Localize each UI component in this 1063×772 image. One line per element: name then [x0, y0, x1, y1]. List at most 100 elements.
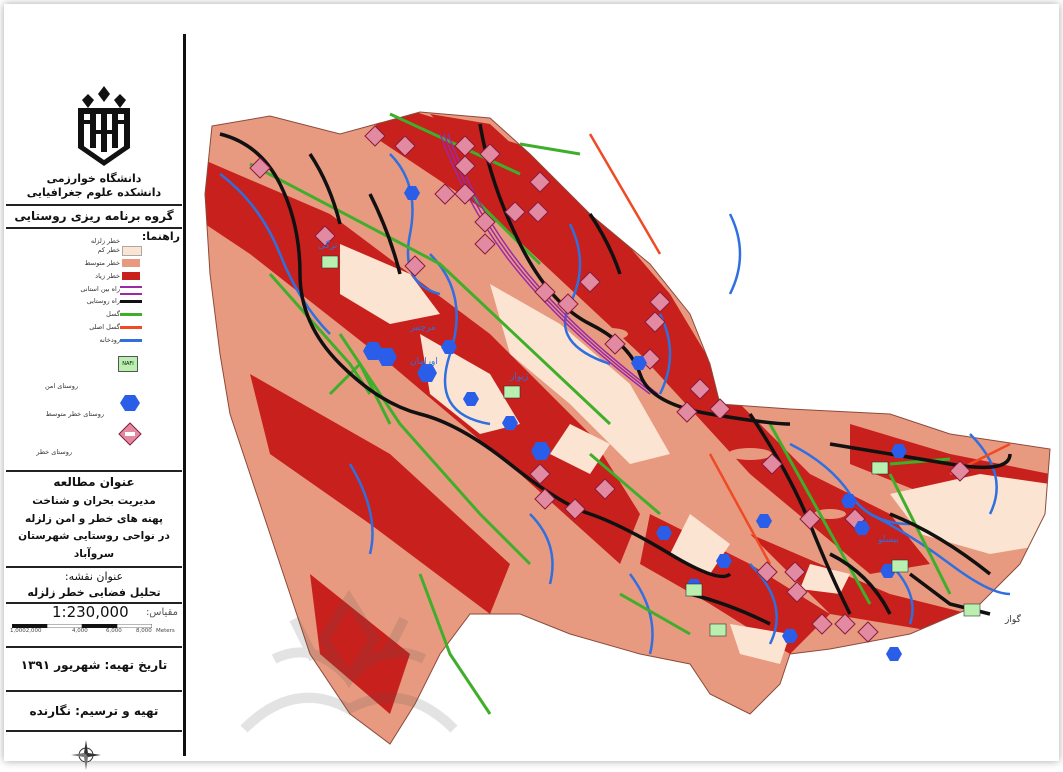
place-label: اورامان	[410, 357, 438, 367]
medium-risk-village-symbol	[463, 392, 479, 406]
medium-risk-village-symbol	[841, 494, 857, 508]
medium-risk-village-symbol	[854, 521, 870, 535]
risk-village-symbol	[534, 488, 556, 510]
risk-village-symbol	[761, 453, 783, 475]
medium-risk-village-symbol	[404, 186, 420, 200]
risk-village-symbol	[364, 125, 386, 147]
risk-village-symbol	[557, 293, 579, 315]
study-line: سروآباد	[73, 547, 115, 560]
risk-village-symbol	[786, 581, 808, 603]
medium-risk-village-symbol	[502, 416, 518, 430]
legend-swatch-rural-road	[120, 300, 142, 303]
medium-risk-village-symbol	[531, 442, 551, 460]
legend-swatch-interprovincial-road	[120, 286, 142, 295]
safe-village-symbol	[321, 255, 339, 269]
scale-tick: 6,000	[106, 628, 122, 634]
divider-line	[6, 602, 182, 604]
map-title-heading: عنوان نقشه:	[64, 570, 124, 583]
risk-village-symbol	[676, 401, 698, 423]
risk-village-symbol	[594, 478, 616, 500]
study-line: مدیریت بحران و شناخت	[32, 495, 156, 507]
safe-villages	[321, 255, 981, 637]
university-name: دانشگاه خوارزمی	[46, 172, 142, 185]
map-sheet: دانشگاه خوارزمی دانشکده علوم جغرافیایی گ…	[4, 4, 1059, 770]
study-title: مدیریت بحران و شناخت پهنه های خطر و امن …	[8, 493, 180, 563]
legend-label-interprovincial-road: راه بین استانی	[80, 285, 120, 293]
study-heading: عنوان مطالعه	[53, 475, 135, 489]
medium-risk-village-symbol	[756, 514, 772, 528]
legend-label-risk-village: روستای خطر	[36, 448, 72, 456]
divider-line	[6, 646, 182, 648]
risk-village-symbol	[474, 233, 496, 255]
risk-village-symbol	[709, 398, 731, 420]
scale-tick: 4,000	[72, 628, 88, 634]
legend-swatch-medium	[122, 259, 140, 267]
risk-village-symbol	[394, 135, 416, 157]
group-name: گروه برنامه ریزی روستایی	[14, 209, 174, 223]
safe-village-symbol	[891, 559, 909, 573]
hazard-map: ترگی مرچنبر اورامان ژیوار بیسلو گواز	[204, 111, 1051, 745]
risk-village-symbol	[799, 508, 821, 530]
risk-village-symbol	[454, 183, 476, 205]
medium-risk-village-symbol	[377, 348, 397, 366]
legend-label-high: خطر زیاد	[95, 272, 120, 280]
legend-swatch-high	[122, 272, 140, 280]
risk-village-symbol	[604, 333, 626, 355]
risk-village-symbol	[534, 281, 556, 303]
date-text: تاریخ تهیه: شهریور ۱۳۹۱	[20, 658, 168, 672]
legend-label-medium-village: روستای خطر متوسط	[45, 410, 104, 418]
risk-village-symbol	[454, 155, 476, 177]
legend-swatch-main-fault	[120, 326, 142, 329]
risk-village-symbol	[474, 211, 496, 233]
risk-village-symbol	[857, 621, 879, 643]
risk-village-symbol	[756, 561, 778, 583]
legend-title: راهنما:	[141, 230, 180, 243]
legend-label-low: خطر کم	[97, 246, 120, 254]
scale-label: مقیاس:	[145, 607, 178, 618]
scale-bar	[12, 624, 152, 628]
legend-label-quake: خطر زلزله	[90, 237, 120, 245]
faculty-name: دانشکده علوم جغرافیایی	[26, 186, 162, 199]
risk-village-symbol	[504, 201, 526, 223]
scale-value: 1:230,000	[52, 603, 129, 621]
legend-label-river: رودخانه	[99, 336, 120, 344]
risk-village-symbol	[529, 171, 551, 193]
panel-divider	[183, 34, 186, 756]
scale-tick: 1,0002,000	[10, 628, 42, 634]
north-arrow-icon	[71, 740, 101, 770]
medium-risk-village-symbol	[782, 629, 798, 643]
place-labels: ترگی مرچنبر اورامان ژیوار بیسلو گواز	[318, 239, 1021, 625]
risk-village-symbol	[649, 291, 671, 313]
risk-village-symbol	[689, 378, 711, 400]
legend-label-safe-village: روستای امن	[44, 382, 78, 390]
risk-village-symbol	[564, 498, 586, 520]
risk-village-symbol	[118, 422, 142, 446]
risk-village-symbol	[434, 183, 456, 205]
safe-village-symbol	[503, 385, 521, 399]
place-label: گواز	[1004, 613, 1021, 625]
risk-village-symbol	[811, 613, 833, 635]
risk-village-symbol	[579, 271, 601, 293]
divider-line	[6, 204, 182, 206]
risk-village-symbol	[529, 463, 551, 485]
risk-village-symbol	[949, 460, 971, 482]
divider-line	[6, 566, 182, 568]
divider-line	[6, 730, 182, 732]
place-label: مرچنبر	[409, 323, 436, 333]
place-label: ترگی	[318, 239, 338, 251]
risk-village-symbol	[479, 143, 501, 165]
divider-line	[6, 690, 182, 692]
medium-risk-villages	[363, 186, 907, 661]
risk-village-symbol	[834, 613, 856, 635]
university-logo-icon	[78, 86, 130, 166]
safe-village-symbol	[871, 461, 889, 475]
medium-risk-village-symbol	[417, 364, 437, 382]
legend-swatch-river	[120, 339, 142, 342]
legend-label-rural-road: راه روستایی	[86, 297, 120, 305]
interprovincial-road	[439, 133, 659, 395]
risk-village-symbol	[249, 157, 271, 179]
author-text: تهیه و ترسیم: نگارنده	[29, 704, 159, 718]
place-label: بیسلو	[877, 535, 899, 545]
place-label: ژیوار	[509, 372, 528, 382]
risk-village-symbol	[644, 311, 666, 333]
